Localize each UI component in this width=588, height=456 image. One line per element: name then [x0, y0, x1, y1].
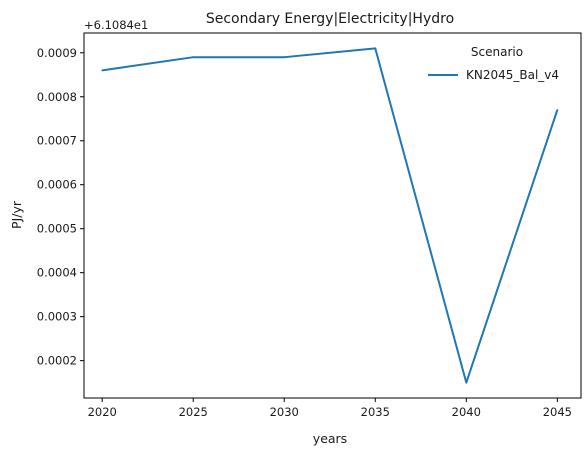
y-tick-label: 0.0004 [37, 266, 77, 280]
data-point [556, 109, 559, 111]
y-axis-offset-label: +6.1084e1 [84, 18, 148, 32]
legend-label: KN2045_Bal_v4 [466, 68, 559, 82]
plot-area [83, 32, 582, 399]
x-tick-label: 2025 [179, 405, 208, 419]
y-tick-label: 0.0007 [37, 134, 77, 148]
y-tick-label: 0.0006 [37, 178, 77, 192]
y-tick-label: 0.0005 [37, 222, 77, 236]
y-tick-label: 0.0003 [37, 310, 77, 324]
y-axis-label: PJ/yr [9, 200, 24, 229]
data-point [192, 56, 195, 58]
x-tick-label: 2040 [452, 405, 481, 419]
y-tick-label: 0.0008 [37, 90, 77, 104]
legend-title: Scenario [471, 45, 523, 59]
x-tick-label: 2030 [270, 405, 299, 419]
y-tick-label: 0.0009 [37, 46, 77, 60]
x-tick-label: 2035 [361, 405, 390, 419]
y-tick-label: 0.0002 [37, 354, 77, 368]
series-line-0 [102, 47, 559, 384]
data-point [465, 381, 468, 384]
x-tick-label: 2045 [543, 405, 572, 419]
data-point [374, 47, 377, 50]
x-tick-label: 2020 [88, 405, 117, 419]
chart-title: Secondary Energy|Electricity|Hydro [206, 11, 454, 27]
data-point [101, 69, 104, 72]
data-point [283, 56, 286, 58]
x-axis: 2020 2025 2030 2035 2040 2045 [88, 398, 572, 419]
x-axis-label: years [313, 431, 347, 446]
legend: Scenario KN2045_Bal_v4 [428, 45, 559, 82]
y-axis: 0.0002 0.0003 0.0004 0.0005 0.0006 0.0007 0.00… [37, 46, 84, 368]
series-layer [101, 47, 559, 384]
